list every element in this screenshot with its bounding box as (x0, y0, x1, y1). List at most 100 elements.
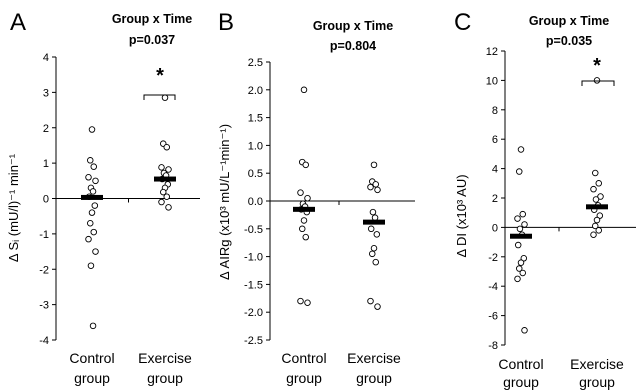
data-point (593, 77, 601, 84)
data-point (514, 275, 521, 283)
panel-a-letter: A (10, 9, 26, 36)
data-point (595, 180, 603, 187)
data-point (592, 222, 599, 230)
data-point (590, 231, 597, 238)
mean-bar (510, 233, 532, 239)
data-point (92, 177, 99, 185)
y-tick-label: 12 (486, 46, 498, 58)
data-point (165, 166, 172, 173)
data-point (372, 181, 380, 188)
panel-b-category-exercise-line2: group (356, 370, 392, 386)
data-point (521, 327, 528, 334)
data-point (516, 225, 524, 233)
panel-b-pvalue: p=0.804 (330, 39, 376, 53)
data-point (370, 245, 378, 252)
data-point (516, 265, 523, 272)
mean-bar (154, 176, 176, 182)
data-point (592, 169, 599, 177)
y-tick-label: 6 (492, 134, 498, 146)
data-point (90, 228, 97, 236)
panel-c-title: Group x Time (529, 14, 609, 28)
data-point (374, 303, 381, 310)
data-point (159, 188, 167, 196)
data-point (90, 163, 97, 170)
panel-c-pvalue: p=0.035 (546, 34, 592, 48)
panel-b-y-axis-label: Δ AIRg (x10³ mU/L⁻¹min⁻¹) (217, 124, 232, 280)
y-tick-label: -1.0 (244, 252, 263, 264)
data-point (521, 221, 528, 228)
data-point (163, 143, 170, 151)
data-point (163, 193, 170, 200)
data-point (370, 161, 378, 169)
panel-c-category-exercise-line1: Exercise (570, 356, 624, 372)
data-point (302, 161, 310, 169)
data-point (304, 299, 311, 306)
data-point (595, 227, 603, 234)
panel-a-category-exercise-line2: group (147, 370, 183, 386)
data-point (519, 269, 527, 277)
y-tick-label: 1 (43, 158, 49, 170)
data-point (86, 220, 94, 227)
panel-c: C Group x Time p=0.035 Δ DI (x10³ AU) Co… (454, 9, 636, 390)
y-tick-label: -8 (488, 340, 498, 352)
data-point (158, 198, 165, 206)
y-tick-label: 1.5 (248, 113, 263, 125)
y-tick-label: 2.5 (248, 57, 263, 69)
data-point (369, 208, 377, 216)
data-point (300, 217, 308, 224)
panel-c-category-control-line2: group (503, 374, 539, 390)
significance-bracket (143, 94, 176, 100)
data-point (516, 168, 523, 175)
panel-a-category-exercise-line1: Exercise (138, 350, 192, 366)
data-point (87, 262, 95, 269)
panel-b-letter: B (218, 9, 234, 36)
y-tick-label: 3 (43, 87, 49, 99)
data-point (92, 248, 99, 255)
y-tick-label: 0 (492, 222, 498, 234)
data-point (514, 215, 521, 222)
panel-c-category-exercise-line2: group (579, 374, 615, 390)
y-tick-label: -6 (488, 311, 498, 323)
data-point (89, 322, 97, 330)
data-point (597, 193, 604, 200)
panel-c-category-control-line1: Control (498, 356, 543, 372)
y-tick-label: -1.5 (244, 279, 263, 291)
significance-star: * (593, 55, 601, 77)
y-tick-label: 2 (492, 193, 498, 205)
data-point (297, 297, 304, 305)
y-tick-label: 4 (492, 164, 498, 176)
data-point (590, 185, 597, 193)
data-point (367, 225, 375, 233)
mean-bar (586, 204, 608, 210)
panel-c-y-axis-label: Δ DI (x10³ AU) (454, 174, 469, 257)
mean-bar (81, 194, 103, 200)
data-point (91, 202, 99, 209)
data-point (158, 164, 165, 171)
y-tick-label: 2 (43, 123, 49, 135)
y-tick-label: 0.5 (248, 168, 263, 180)
data-point (367, 297, 374, 305)
mean-bar (363, 219, 385, 225)
panel-a-y-axis-label: Δ Sᵢ (mU/l)⁻¹ min⁻¹ (6, 153, 21, 262)
y-tick-label: -2 (39, 264, 49, 276)
data-point (161, 94, 169, 101)
data-point (514, 241, 522, 249)
panel-c-plot-area: -8 -6 -4 -2 0 2 4 6 8 10 12 * (486, 46, 636, 352)
panel-a: A Group x Time p=0.037 Δ Sᵢ (mU/l)⁻¹ min… (6, 9, 200, 386)
data-point (165, 204, 172, 211)
y-tick-label: 2.0 (248, 85, 263, 97)
y-tick-label: -2.0 (244, 307, 263, 319)
data-point (89, 188, 97, 195)
panel-c-letter: C (454, 9, 471, 36)
y-tick-label: -3 (39, 300, 49, 312)
data-point (373, 231, 381, 238)
data-point (302, 233, 310, 241)
y-tick-label: 10 (486, 75, 498, 87)
data-point (304, 194, 311, 202)
data-point (374, 186, 381, 194)
data-point (593, 216, 601, 224)
y-tick-label: 4 (43, 52, 49, 64)
data-point (519, 210, 527, 218)
panel-b-category-exercise-line1: Exercise (347, 350, 401, 366)
